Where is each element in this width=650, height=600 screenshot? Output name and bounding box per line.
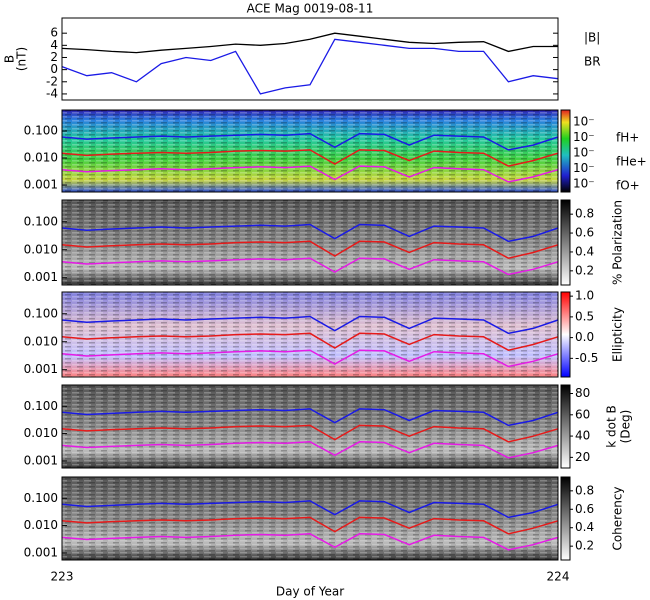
spectrogram-texture — [62, 292, 558, 377]
panel-frame — [61, 476, 559, 561]
colorbar-tick-label: 60 — [575, 407, 590, 421]
panel-frame — [61, 109, 559, 193]
frequency-line — [61, 408, 559, 427]
chart-title: ACE Mag 0019-08-11 — [247, 2, 374, 16]
y-tick-label: 6 — [50, 26, 58, 40]
frequency-line — [61, 424, 559, 443]
y-tick-label: 0.100 — [24, 214, 58, 228]
colorbar-tick-label: 0.4 — [575, 520, 594, 534]
frequency-line — [61, 315, 559, 335]
frequency-line — [61, 240, 559, 259]
colorbar-tick-label: 10⁻ — [573, 115, 595, 129]
y-tick-label: 0.010 — [24, 518, 58, 532]
y-axis-label: B — [3, 55, 17, 63]
colorbar-tick-label: 0.8 — [575, 207, 594, 221]
colorbar-tick-label: 10⁻ — [573, 130, 595, 144]
panel-frame — [61, 17, 559, 101]
colorbar-tick-label: -0.5 — [575, 351, 598, 365]
colorbar-label: % Polarization — [611, 200, 625, 285]
y-tick-label: 0 — [50, 62, 58, 76]
y-tick-label: 0.010 — [24, 334, 58, 348]
spectrogram-texture — [62, 385, 558, 468]
colorbar-tick-label: 80 — [575, 386, 590, 400]
y-tick-label: 0.001 — [24, 362, 58, 376]
y-tick-label: -2 — [46, 74, 58, 88]
colorbar — [560, 384, 571, 469]
frequency-line — [61, 149, 559, 167]
y-tick-label: 0.100 — [24, 491, 58, 505]
colorbar-unit: (Deg) — [619, 410, 633, 444]
y-tick-label: 2 — [50, 50, 58, 64]
y-tick-label: 0.001 — [24, 453, 58, 467]
y-tick-label: 0.001 — [24, 177, 58, 191]
data-line — [61, 32, 558, 54]
colorbar-tick-label: 0.4 — [575, 244, 594, 258]
y-tick-label: 0.100 — [24, 306, 58, 320]
colorbar-tick-label: 0.2 — [575, 539, 594, 553]
spectrogram-texture — [62, 200, 558, 285]
colorbar-tick-label: 0.0 — [575, 330, 594, 344]
y-tick-label: 0.010 — [24, 426, 58, 440]
colorbar-tick-label: 0.5 — [575, 309, 594, 323]
colorbar-tick-label: 10⁻ — [573, 146, 595, 160]
spectrogram-texture — [62, 110, 558, 192]
panel-frame — [61, 384, 559, 469]
x-axis-label: Day of Year — [276, 585, 344, 599]
frequency-line — [61, 441, 559, 459]
colorbar-tick-label: 20 — [575, 450, 590, 464]
colorbar-label: Ellipticity — [611, 307, 625, 362]
frequency-line — [61, 223, 559, 243]
frequency-line — [61, 516, 559, 535]
y-tick-label: 0.001 — [24, 545, 58, 559]
panel-frame — [61, 199, 559, 286]
colorbar-tick-label: 10⁻ — [573, 161, 595, 175]
y-tick-label: 0.001 — [24, 270, 58, 284]
y-tick-label: 0.100 — [24, 124, 58, 138]
colorbar-tick-label: 10⁻ — [573, 177, 595, 191]
legend-entry: fHe+ — [616, 155, 647, 169]
y-tick-label: 4 — [50, 38, 58, 52]
legend-entry: fO+ — [616, 179, 640, 193]
colorbar — [560, 291, 571, 378]
legend-entry: |B| — [584, 31, 600, 45]
y-tick-label: 0.010 — [24, 150, 58, 164]
frequency-line — [61, 132, 559, 151]
colorbar-tick-label: 1.0 — [575, 289, 594, 303]
colorbar-label: Coherency — [611, 486, 625, 550]
colorbar-tick-label: 40 — [575, 429, 590, 443]
frequency-line — [61, 257, 559, 276]
colorbar — [560, 199, 571, 286]
colorbar-tick-label: 0.6 — [575, 502, 594, 516]
x-tick-label: 223 — [51, 570, 74, 584]
x-tick-label: 224 — [547, 570, 570, 584]
colorbar-label: k dot B — [605, 405, 619, 447]
colorbar-tick-label: 0.2 — [575, 263, 594, 277]
y-tick-label: 0.100 — [24, 399, 58, 413]
colorbar-tick-label: 0.6 — [575, 226, 594, 240]
frequency-line — [61, 533, 559, 551]
frequency-line — [61, 349, 559, 368]
frequency-line — [61, 500, 559, 519]
panel-frame — [61, 291, 559, 378]
frequency-line — [61, 332, 559, 351]
y-tick-label: -4 — [46, 86, 58, 100]
spectrogram-texture — [62, 477, 558, 560]
legend-entry: fH+ — [616, 131, 639, 145]
data-line — [61, 38, 559, 95]
y-tick-label: 0.010 — [24, 242, 58, 256]
y-axis-unit: (nT) — [15, 47, 29, 71]
legend-entry: BR — [584, 55, 601, 69]
colorbar — [560, 476, 571, 561]
frequency-line — [61, 165, 559, 183]
colorbar — [560, 109, 571, 193]
colorbar-tick-label: 0.8 — [575, 483, 594, 497]
